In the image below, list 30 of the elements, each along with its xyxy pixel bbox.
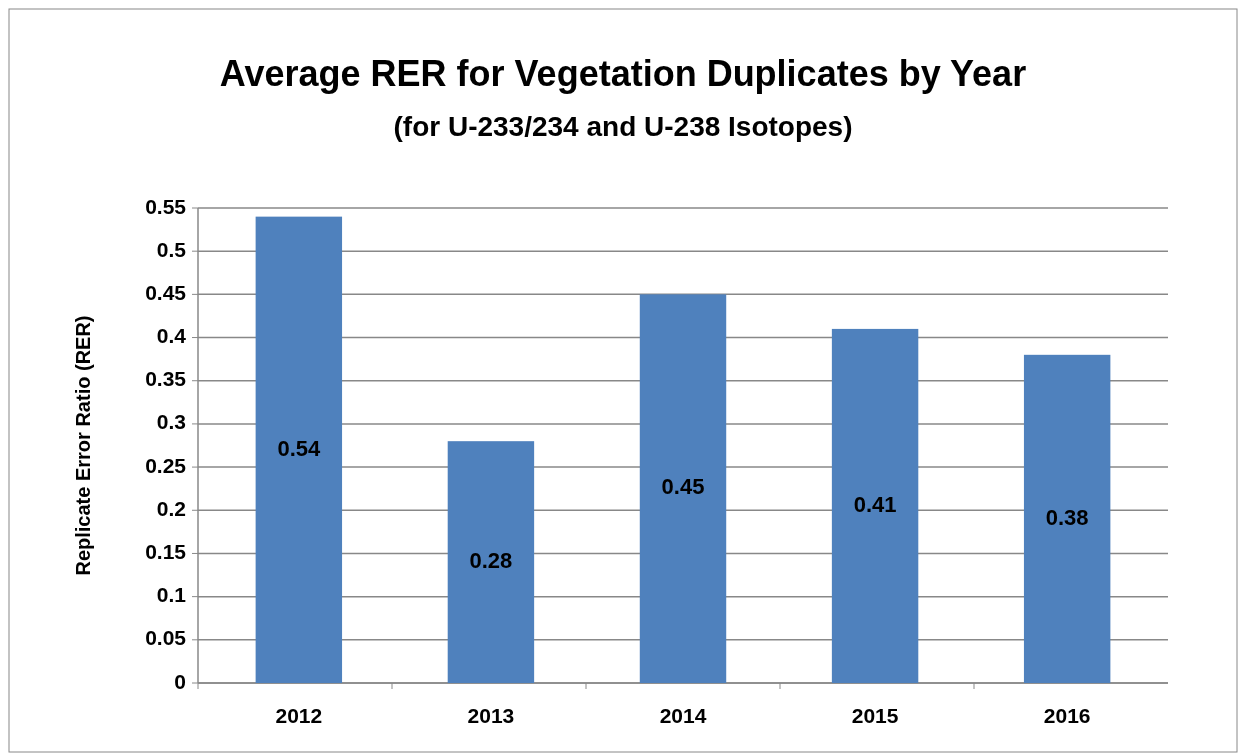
x-tick-label: 2014 [659, 704, 707, 727]
bar [1023, 354, 1111, 683]
y-tick-label: 0.1 [156, 583, 187, 607]
data-label: 0.54 [277, 435, 322, 461]
chart-title: Average RER for Vegetation Duplicates by Year [219, 53, 1027, 94]
x-tick-label: 2013 [467, 704, 515, 727]
y-tick-label: 0.5 [156, 237, 187, 261]
y-axis-title: Replicate Error Ratio (RER) [72, 315, 94, 576]
x-tick-label: 2012 [275, 704, 323, 727]
y-tick-label: 0.35 [145, 367, 187, 391]
y-tick-label: 0.55 [145, 194, 187, 218]
bar [255, 216, 343, 683]
data-label: 0.28 [469, 547, 513, 573]
y-tick-label: 0.2 [156, 496, 186, 520]
data-label: 0.45 [661, 474, 705, 500]
y-tick-label: 0.05 [145, 626, 187, 650]
bar [447, 441, 535, 683]
x-tick-label: 2016 [1043, 704, 1091, 727]
data-label: 0.41 [853, 491, 897, 517]
y-tick-label: 0.3 [156, 410, 186, 434]
x-tick-label: 2015 [851, 704, 899, 727]
bar [639, 294, 727, 683]
y-tick-label: 0.25 [145, 453, 187, 477]
y-tick-label: 0.45 [145, 280, 187, 304]
y-tick-label: 0 [174, 669, 186, 693]
chart-subtitle: (for U-233/234 and U-238 Isotopes) [393, 111, 853, 142]
data-label: 0.38 [1045, 504, 1089, 530]
bar [831, 328, 919, 683]
y-tick-label: 0.15 [145, 540, 187, 563]
y-tick-label: 0.4 [156, 324, 187, 348]
